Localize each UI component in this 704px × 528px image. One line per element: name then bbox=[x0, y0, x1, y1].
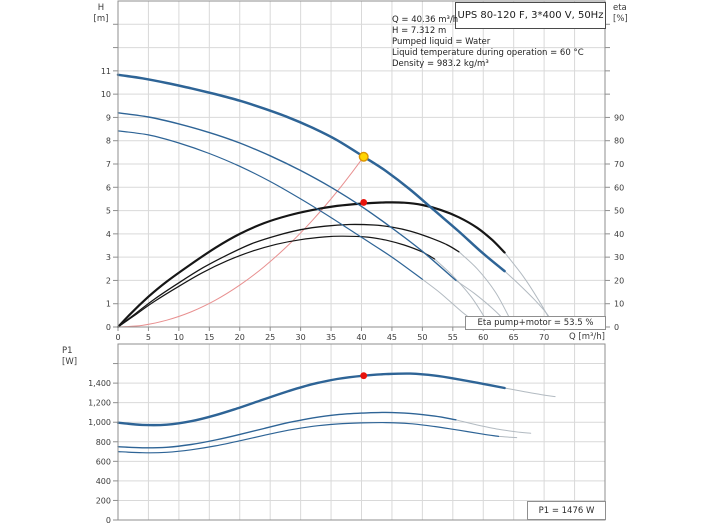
p1-curve-speed1-out-of-range bbox=[498, 435, 518, 439]
tick-label: 70 bbox=[539, 333, 549, 342]
p1-axis-title-line2: [W] bbox=[62, 357, 78, 367]
tick-label: 3 bbox=[106, 253, 111, 262]
tick-label: 9 bbox=[106, 113, 111, 122]
tick-label: 20 bbox=[614, 276, 624, 285]
p1-axis-title-line1: P1 bbox=[62, 346, 73, 356]
tick-label: 45 bbox=[387, 333, 397, 342]
h-axis-title-line2: [m] bbox=[93, 14, 109, 24]
tick-label: 6 bbox=[106, 183, 111, 192]
tick-label: 60 bbox=[478, 333, 488, 342]
tick-label: 8 bbox=[106, 137, 111, 146]
p1-result-box: P1 = 1476 W bbox=[527, 501, 606, 520]
tick-label: 60 bbox=[614, 183, 624, 192]
tick-label: 5 bbox=[146, 333, 151, 342]
q-axis-title: Q [m³/h] bbox=[569, 332, 605, 342]
eta-axis-title: eta [%] bbox=[613, 3, 639, 25]
eta-curve-speed1 bbox=[117, 235, 436, 328]
tick-label: 1,200 bbox=[88, 399, 111, 408]
eta-curve-speed2 bbox=[117, 223, 460, 328]
tick-label: 1,400 bbox=[88, 379, 111, 388]
info-line-temperature: Liquid temperature during operation = 60… bbox=[392, 48, 584, 58]
p1-curve-speed3-out-of-range bbox=[504, 387, 556, 398]
tick-label: 0 bbox=[106, 516, 111, 525]
eta-axis-title-line2: [%] bbox=[613, 14, 628, 24]
tick-label: 0 bbox=[614, 323, 619, 332]
p1-curve-speed2-out-of-range bbox=[455, 419, 532, 434]
tick-label: 30 bbox=[614, 253, 624, 262]
h-axis-title-line1: H bbox=[97, 3, 105, 13]
duty-point-p1 bbox=[360, 372, 368, 380]
tick-label: 25 bbox=[265, 333, 275, 342]
tick-label: 35 bbox=[326, 333, 336, 342]
eta-result-box: Eta pump+motor = 53.5 % bbox=[465, 316, 606, 330]
tick-label: 1 bbox=[106, 300, 111, 309]
tick-label: 50 bbox=[614, 207, 624, 216]
tick-label: 0 bbox=[106, 323, 111, 332]
system-curve bbox=[117, 156, 365, 328]
tick-label: 80 bbox=[614, 137, 624, 146]
tick-label: 30 bbox=[296, 333, 306, 342]
duty-info-block: Q = 40.36 m³/h H = 7.312 m Pumped liquid… bbox=[392, 15, 584, 70]
eta-curve-speed3 bbox=[116, 201, 506, 329]
duty-point-qh bbox=[358, 151, 369, 162]
info-line-density: Density = 983.2 kg/m³ bbox=[392, 59, 489, 69]
tick-label: 1,000 bbox=[88, 418, 111, 427]
h-axis-title: H [m] bbox=[88, 3, 114, 25]
pump-model-title-box: UPS 80-120 F, 3*400 V, 50Hz bbox=[455, 2, 606, 29]
info-line-h: H = 7.312 m bbox=[392, 26, 447, 36]
tick-label: 7 bbox=[106, 160, 111, 169]
p1-curve-speed3 bbox=[116, 372, 506, 427]
tick-label: 20 bbox=[235, 333, 245, 342]
tick-label: 50 bbox=[417, 333, 427, 342]
p1-curve-speed1 bbox=[117, 421, 500, 454]
tick-label: 15 bbox=[204, 333, 214, 342]
info-line-liquid: Pumped liquid = Water bbox=[392, 37, 491, 47]
tick-label: 4 bbox=[106, 230, 111, 239]
pump-curve-speed3 bbox=[116, 73, 506, 273]
info-line-q: Q = 40.36 m³/h bbox=[392, 15, 459, 25]
tick-label: 200 bbox=[96, 496, 111, 505]
pump-curve-speed1 bbox=[117, 130, 423, 280]
tick-label: 400 bbox=[96, 477, 111, 486]
tick-label: 40 bbox=[356, 333, 366, 342]
tick-label: 10 bbox=[614, 300, 624, 309]
tick-label: 10 bbox=[101, 90, 111, 99]
tick-label: 600 bbox=[96, 457, 111, 466]
tick-label: 0 bbox=[115, 333, 120, 342]
tick-label: 10 bbox=[174, 333, 184, 342]
tick-label: 800 bbox=[96, 438, 111, 447]
tick-label: 40 bbox=[614, 230, 624, 239]
tick-label: 55 bbox=[448, 333, 458, 342]
tick-label: 90 bbox=[614, 113, 624, 122]
eta-axis-title-line1: eta bbox=[613, 3, 627, 13]
p1-result-text: P1 = 1476 W bbox=[538, 505, 595, 516]
duty-point-eta bbox=[360, 199, 368, 206]
pump-curve-speed2 bbox=[117, 112, 457, 282]
tick-label: 65 bbox=[509, 333, 519, 342]
eta-result-text: Eta pump+motor = 53.5 % bbox=[477, 318, 594, 328]
p1-curve-speed2 bbox=[117, 411, 457, 449]
tick-label: 5 bbox=[106, 207, 111, 216]
plot-border bbox=[117, 343, 606, 521]
tick-label: 2 bbox=[106, 276, 111, 285]
tick-label: 11 bbox=[101, 67, 111, 76]
pump-model-title: UPS 80-120 F, 3*400 V, 50Hz bbox=[457, 10, 604, 21]
tick-label: 70 bbox=[614, 160, 624, 169]
p1-axis-title: P1 [W] bbox=[62, 346, 88, 368]
